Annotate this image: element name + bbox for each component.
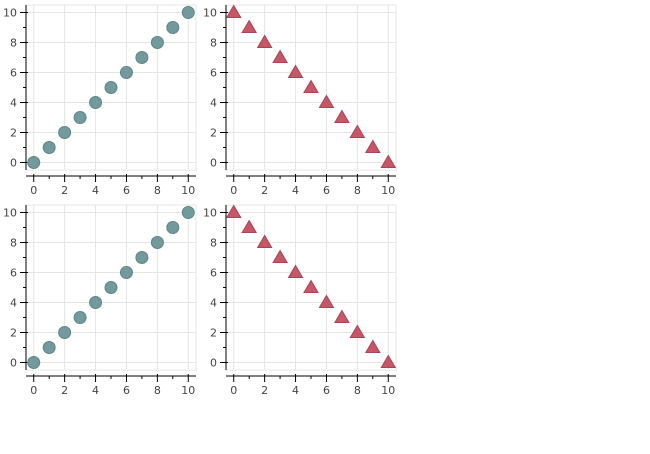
- y-tick-label: 0: [210, 157, 217, 170]
- x-tick-label: 4: [92, 384, 99, 397]
- y-tick-label: 4: [10, 97, 17, 110]
- x-tick-label: 0: [230, 384, 237, 397]
- x-tick-label: 8: [154, 184, 161, 197]
- data-point: [364, 139, 381, 154]
- data-point: [135, 51, 149, 64]
- x-tick-label: 2: [261, 384, 268, 397]
- x-tick-label: 6: [323, 184, 330, 197]
- data-point: [150, 236, 164, 249]
- y-tick-label: 8: [210, 37, 217, 50]
- data-point: [225, 204, 242, 219]
- y-tick-label: 6: [10, 267, 17, 280]
- y-tick-label: 2: [10, 327, 17, 340]
- x-tick-label: 10: [381, 384, 395, 397]
- y-tick-label: 2: [10, 127, 17, 140]
- data-point: [334, 109, 350, 124]
- data-point: [150, 36, 164, 49]
- data-point: [181, 206, 195, 219]
- y-tick-label: 4: [10, 297, 17, 310]
- data-point: [272, 249, 288, 264]
- data-point: [73, 111, 87, 124]
- y-tick-label: 8: [10, 37, 17, 50]
- data-point: [27, 356, 41, 369]
- y-tick-label: 8: [210, 237, 217, 250]
- data-point: [89, 296, 103, 309]
- x-tick-label: 6: [323, 384, 330, 397]
- x-tick-label: 8: [354, 384, 361, 397]
- data-point: [334, 309, 350, 324]
- data-point: [303, 279, 319, 294]
- y-tick-label: 6: [210, 67, 217, 80]
- x-tick-label: 6: [123, 184, 130, 197]
- y-tick-label: 2: [210, 327, 217, 340]
- data-point: [27, 156, 41, 169]
- y-tick-label: 10: [203, 207, 217, 220]
- x-tick-label: 2: [261, 184, 268, 197]
- data-point: [104, 81, 118, 94]
- x-tick-label: 4: [292, 384, 299, 397]
- x-tick-label: 2: [61, 384, 68, 397]
- x-tick-label: 8: [354, 184, 361, 197]
- data-point: [166, 221, 180, 234]
- data-point: [380, 354, 397, 369]
- y-tick-label: 2: [210, 127, 217, 140]
- data-point: [241, 219, 258, 234]
- y-tick-label: 0: [10, 357, 17, 370]
- x-tick-label: 10: [381, 184, 395, 197]
- data-point: [287, 64, 304, 79]
- x-tick-label: 8: [154, 384, 161, 397]
- chart-panel-1: 0 2 4 6 8 10 0 2 4 6 8 10: [3, 4, 197, 197]
- data-point: [119, 266, 133, 279]
- data-point: [349, 324, 366, 339]
- data-point: [89, 96, 103, 109]
- y-tick-label: 6: [10, 67, 17, 80]
- x-tick-label: 0: [30, 184, 37, 197]
- data-point: [104, 281, 118, 294]
- chart-panel-4: 0 2 4 6 8 10 0 2 4 6 8 10: [203, 204, 397, 397]
- x-tick-label: 4: [92, 184, 99, 197]
- y-tick-label: 10: [3, 7, 17, 20]
- y-tick-label: 0: [10, 157, 17, 170]
- x-tick-label: 0: [30, 384, 37, 397]
- data-point: [166, 21, 180, 34]
- y-tick-label: 6: [210, 267, 217, 280]
- data-point: [287, 264, 304, 279]
- data-point: [241, 19, 258, 34]
- data-point: [58, 326, 72, 339]
- y-tick-label: 10: [203, 7, 217, 20]
- data-point: [364, 339, 381, 354]
- chart-panel-2: 0 2 4 6 8 10 0 2 4 6 8 10: [203, 4, 397, 197]
- data-point: [42, 341, 56, 354]
- data-point: [73, 311, 87, 324]
- y-tick-label: 4: [210, 297, 217, 310]
- data-point: [181, 6, 195, 19]
- chart-panel-3: 0 2 4 6 8 10 0 2 4 6 8 10: [3, 204, 197, 397]
- data-point: [349, 124, 366, 139]
- data-point: [58, 126, 72, 139]
- x-tick-label: 4: [292, 184, 299, 197]
- y-tick-label: 10: [3, 207, 17, 220]
- x-tick-label: 6: [123, 384, 130, 397]
- data-point: [303, 79, 319, 94]
- data-point: [42, 141, 56, 154]
- data-point: [272, 49, 288, 64]
- data-point: [318, 94, 335, 109]
- y-tick-label: 4: [210, 97, 217, 110]
- x-tick-label: 10: [181, 184, 195, 197]
- x-tick-label: 10: [181, 384, 195, 397]
- y-tick-label: 8: [10, 237, 17, 250]
- data-point: [256, 234, 273, 249]
- x-tick-label: 0: [230, 184, 237, 197]
- data-point: [256, 34, 273, 49]
- data-point: [380, 154, 397, 169]
- x-tick-label: 2: [61, 184, 68, 197]
- data-point: [119, 66, 133, 79]
- data-point: [318, 294, 335, 309]
- data-point: [135, 251, 149, 264]
- y-tick-label: 0: [210, 357, 217, 370]
- data-point: [225, 4, 242, 19]
